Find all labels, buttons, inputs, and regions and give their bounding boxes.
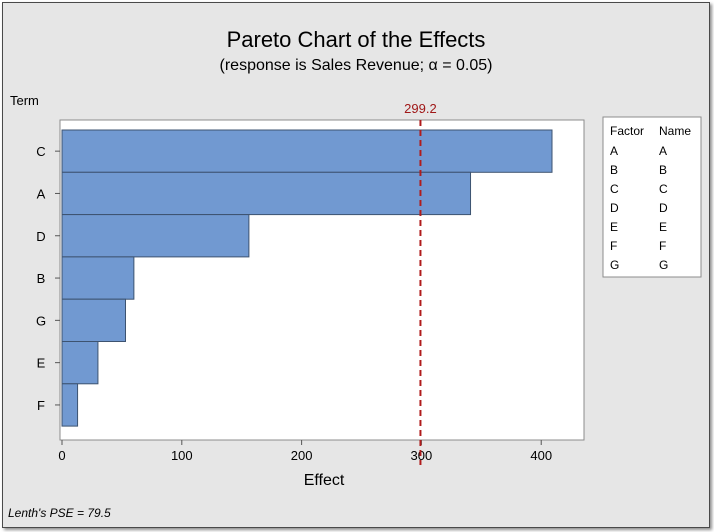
term-label-d: D xyxy=(36,229,45,244)
bar-f xyxy=(61,383,79,427)
term-label-c: C xyxy=(36,144,45,159)
bar-b xyxy=(61,256,135,300)
legend-header: Name xyxy=(659,124,691,138)
legend-name: D xyxy=(659,201,668,215)
x-tick-label: 200 xyxy=(291,448,313,463)
term-label-f: F xyxy=(37,398,45,413)
legend-name: F xyxy=(659,239,666,253)
term-label-b: B xyxy=(37,271,46,286)
term-label-a: A xyxy=(37,186,46,201)
legend-factor: A xyxy=(610,144,618,158)
legend-name: G xyxy=(659,258,668,272)
legend-factor: G xyxy=(610,258,619,272)
legend-header: Factor xyxy=(610,124,644,138)
legend-factor: B xyxy=(610,163,618,177)
x-tick-label: 400 xyxy=(530,448,552,463)
bar-g xyxy=(61,298,126,343)
x-tick-label: 100 xyxy=(171,448,193,463)
x-axis-ticks-group: 0100200300400 xyxy=(58,440,552,463)
bars-group xyxy=(61,129,553,427)
reference-line-label: 299.2 xyxy=(404,101,437,116)
term-labels-group: C A D B G E F xyxy=(36,144,60,413)
legend-factor: C xyxy=(610,182,619,196)
term-label-e: E xyxy=(37,356,46,371)
pareto-chart: Pareto Chart of the Effects (response is… xyxy=(8,27,702,520)
bar-e xyxy=(61,341,99,385)
legend-name: A xyxy=(659,144,667,158)
bar-d xyxy=(61,214,250,258)
chart-subtitle: (response is Sales Revenue; α = 0.05) xyxy=(220,57,493,74)
legend-name: E xyxy=(659,220,667,234)
x-tick-label: 0 xyxy=(58,448,65,463)
term-label-g: G xyxy=(36,313,46,328)
legend-factor: E xyxy=(610,220,618,234)
legend-name: B xyxy=(659,163,667,177)
legend-factor: F xyxy=(610,239,617,253)
legend-box xyxy=(602,116,702,278)
legend-factor: D xyxy=(610,201,619,215)
reference-line-group: 299.2 xyxy=(404,101,437,465)
legend-name: C xyxy=(659,182,668,196)
x-axis-title: Effect xyxy=(304,472,345,489)
bar-c xyxy=(61,129,553,173)
y-axis-title: Term xyxy=(10,93,39,108)
bar-a xyxy=(61,171,472,216)
chart-title: Pareto Chart of the Effects xyxy=(227,27,486,52)
lenth-pse-footnote: Lenth's PSE = 79.5 xyxy=(8,506,111,520)
